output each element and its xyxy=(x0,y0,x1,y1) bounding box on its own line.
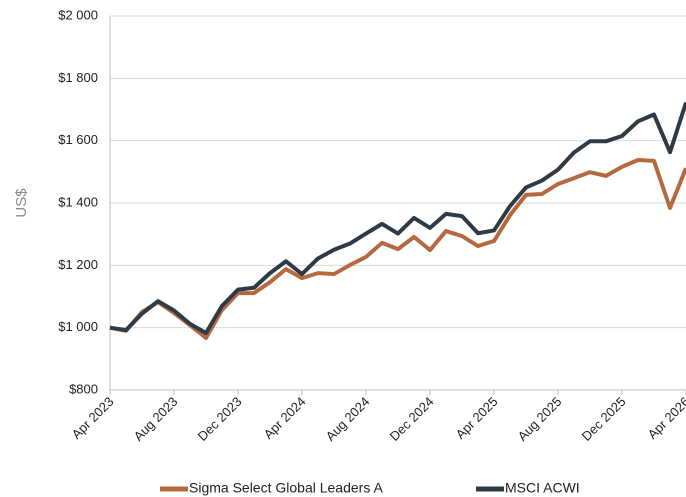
x-tick-label: Apr 2024 xyxy=(261,394,309,442)
y-axis-label: US$ xyxy=(13,188,30,218)
y-tick-label: $1 200 xyxy=(58,257,98,272)
y-tick-label: $800 xyxy=(69,381,98,396)
x-tick-label: Aug 2023 xyxy=(131,394,181,444)
x-tick-label: Dec 2025 xyxy=(579,394,629,444)
y-tick-label: $2 000 xyxy=(58,7,98,22)
y-tick-label: $1 600 xyxy=(58,132,98,147)
y-tick-label: $1 800 xyxy=(58,70,98,85)
legend-label: MSCI ACWI xyxy=(505,480,580,496)
x-tick-label: Aug 2024 xyxy=(323,394,373,444)
y-tick-label: $1 000 xyxy=(58,319,98,334)
x-tick-label: Apr 2025 xyxy=(453,394,501,442)
series-line xyxy=(109,157,686,340)
x-tick-label: Dec 2024 xyxy=(387,394,437,444)
legend-label: Sigma Select Global Leaders A xyxy=(189,480,383,496)
x-tick-label: Apr 2026 xyxy=(645,394,686,442)
y-tick-label: $1 400 xyxy=(58,194,98,209)
x-tick-label: Apr 2023 xyxy=(69,394,117,442)
series-line xyxy=(109,102,686,335)
x-tick-label: Aug 2025 xyxy=(515,394,565,444)
x-tick-label: Dec 2023 xyxy=(195,394,245,444)
